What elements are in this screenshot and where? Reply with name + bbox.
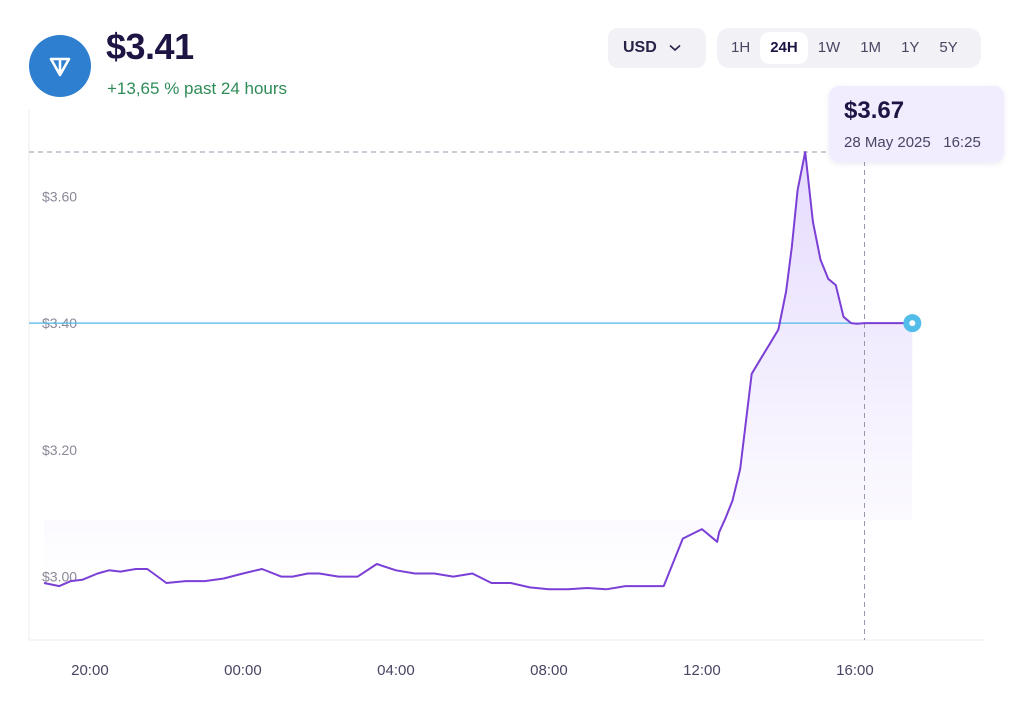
range-5y[interactable]: 5Y [939,39,958,56]
x-tick-label: 16:00 [836,662,874,679]
range-1m[interactable]: 1M [860,39,882,56]
range-1y[interactable]: 1Y [901,39,920,56]
range-1w[interactable]: 1W [817,39,841,56]
ton-logo [29,35,91,97]
x-tick-label: 08:00 [530,662,568,679]
currency-value: USD [623,39,657,56]
tooltip-time: 16:25 [943,134,981,151]
time-range-selector: 1H 24H 1W 1M 1Y 5Y [717,28,981,68]
tooltip-datetime: 28 May 2025 16:25 [844,134,981,151]
price-area-fill [44,152,913,590]
range-1h[interactable]: 1H [731,39,751,56]
tooltip-price: $3.67 [844,97,905,124]
range-24h[interactable]: 24H [760,32,808,64]
tooltip-date: 28 May 2025 [844,134,931,151]
current-price: $3.41 [106,26,194,67]
x-tick-label: 04:00 [377,662,415,679]
price-tooltip: $3.67 28 May 2025 16:25 [829,86,1004,162]
current-price-point-center [909,320,916,327]
x-tick-label: 20:00 [71,662,109,679]
y-tick-label: $3.20 [42,442,77,458]
x-tick-label: 12:00 [683,662,721,679]
price-line [43,151,913,591]
currency-select[interactable]: USD [608,28,706,68]
x-tick-label: 00:00 [224,662,262,679]
y-tick-label: $3.60 [42,188,77,204]
ton-diamond-icon [49,57,71,77]
chevron-down-icon [669,44,681,52]
price-change: +13,65 % past 24 hours [107,79,288,98]
